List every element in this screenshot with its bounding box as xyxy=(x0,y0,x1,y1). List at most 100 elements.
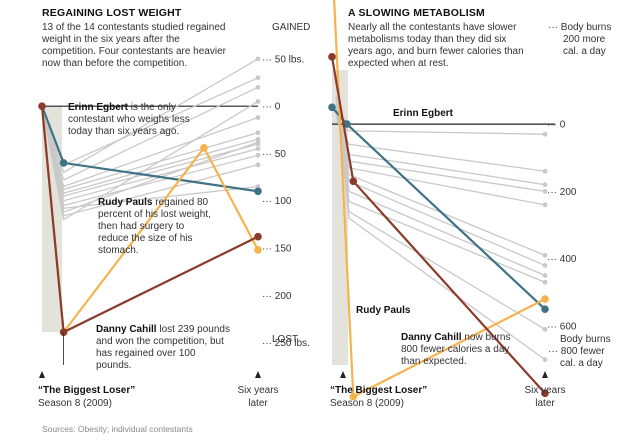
left-annotation-danny-2: has regained over 100 xyxy=(96,348,196,359)
left-grey-line-1 xyxy=(41,58,259,174)
left-x-end-arrow xyxy=(255,371,261,378)
left-x-end-label-1: later xyxy=(248,398,268,409)
right-subtitle-line-2: years ago, and burn fewer calories than xyxy=(348,46,524,57)
right-x-start-sub-label: Season 8 (2009) xyxy=(330,398,404,409)
right-annotation-danny-1: 800 fewer calories a day xyxy=(401,344,509,355)
right-grey-end-point-0 xyxy=(542,131,548,137)
right-y-top-label-1: 200 more xyxy=(563,34,606,45)
right-rudy-point-2 xyxy=(541,295,549,303)
right-grey-end-point-8 xyxy=(542,279,548,285)
left-start-point xyxy=(38,102,46,110)
left-grey-end-point-3 xyxy=(255,115,261,120)
right-annotation-rudy: Rudy Pauls xyxy=(356,305,411,316)
right-grey-end-point-4 xyxy=(542,202,548,208)
left-annotation-rudy-3: reduce the size of his xyxy=(98,233,193,244)
right-y-bottom-label-0: Body burns xyxy=(560,334,611,345)
right-x-end-label-1: later xyxy=(535,398,555,409)
left-grey-end-point-12 xyxy=(255,99,261,104)
left-subtitle-line-2: competition. Four contestants are heavie… xyxy=(42,46,227,57)
right-subtitle-line-3: expected when at rest. xyxy=(348,58,449,69)
left-y-tick-200: ··· 200 xyxy=(262,291,292,302)
left-rudy-point-2 xyxy=(254,246,262,254)
left-grey-end-point-0 xyxy=(255,75,261,81)
left-y-top-label: GAINED xyxy=(272,22,310,33)
left-subtitle-line-3: now than before the competition. xyxy=(42,58,187,69)
left-grey-end-point-11 xyxy=(255,162,261,168)
left-y-tick-250: ··· 250 lbs. xyxy=(262,338,310,349)
left-y-tick--50: ··· 50 lbs. xyxy=(262,54,304,65)
right-danny-point-0 xyxy=(328,53,336,61)
left-grey-line-12 xyxy=(41,100,259,221)
right-y-bottom-label-1: ··· 800 fewer xyxy=(548,346,605,357)
left-erinn-point-1 xyxy=(254,187,262,196)
left-y-tick-150: ··· 150 xyxy=(262,244,292,255)
left-annotation-erinn-1: contestant who weighs less xyxy=(68,114,190,125)
right-annotation-danny-2: than expected. xyxy=(401,356,467,367)
right-grey-line-2 xyxy=(335,114,546,186)
left-annotation-danny-3: pounds. xyxy=(96,360,132,371)
right-x-end-label-0: Six years xyxy=(524,385,565,396)
right-y-tick-0: ··· 0 xyxy=(547,120,566,131)
right-y-top-label-0: ··· Body burns xyxy=(548,22,611,33)
right-danny-point-2 xyxy=(541,389,549,398)
left-grey-end-point-4 xyxy=(255,130,261,136)
left-subtitle-line-1: weight in the six years after the xyxy=(41,34,180,45)
right-grey-end-point-3 xyxy=(542,189,548,194)
left-y-tick-0: ··· 0 xyxy=(262,102,281,113)
right-x-end-arrow xyxy=(542,371,548,378)
right-y-tick-200: ··· 200 xyxy=(547,187,577,198)
right-y-tick-400: ··· 400 xyxy=(547,254,577,265)
right-subtitle-line-0: Nearly all the contestants have slower xyxy=(348,22,517,33)
left-title: REGAINING LOST WEIGHT xyxy=(42,7,182,19)
left-grey-end-point-2 xyxy=(255,84,261,90)
left-subtitle-line-0: 13 of the 14 contestants studied regaine… xyxy=(42,22,225,33)
right-grey-end-point-6 xyxy=(542,263,548,268)
right-y-top-label-2: cal. a day xyxy=(563,46,606,57)
left-y-tick-50: ··· 50 xyxy=(262,149,286,160)
right-grey-end-point-5 xyxy=(542,252,548,258)
right-x-start-arrow xyxy=(340,371,346,378)
left-x-start-label: “The Biggest Loser” xyxy=(38,385,135,396)
source-note: Sources: Obesity; individual contestants xyxy=(42,424,193,434)
right-x-start-label: “The Biggest Loser” xyxy=(330,385,427,396)
left-grey-end-point-7 xyxy=(255,146,261,152)
left-danny-point-1 xyxy=(254,232,262,241)
left-grey-end-point-10 xyxy=(255,139,261,145)
left-annotation-erinn-0: Erinn Egbert is the only xyxy=(68,102,176,113)
left-x-end-label-0: Six years xyxy=(237,385,278,396)
left-annotation-rudy-4: stomach. xyxy=(98,245,139,256)
left-annotation-rudy-0: Rudy Pauls regained 80 xyxy=(98,197,209,208)
right-grey-line-8 xyxy=(335,100,546,283)
left-annotation-danny-0: Danny Cahill lost 239 pounds xyxy=(96,324,230,335)
right-grey-end-point-9 xyxy=(542,326,548,332)
left-grey-end-point-1 xyxy=(255,56,261,62)
left-annotation-rudy-2: then had surgery to xyxy=(98,221,185,232)
left-x-start-arrow xyxy=(39,371,45,378)
left-rudy-point-1 xyxy=(200,143,208,152)
left-y-bottom-label: LOST xyxy=(272,334,298,345)
right-erinn-point-0 xyxy=(328,103,336,112)
left-x-start-sub-label: Season 8 (2009) xyxy=(38,398,112,409)
right-grey-end-point-2 xyxy=(542,182,548,188)
right-annotation-erinn: Erinn Egbert xyxy=(393,108,454,119)
right-grey-line-4 xyxy=(335,110,546,206)
right-erinn-point-1 xyxy=(343,120,351,128)
right-danny-point-1 xyxy=(349,177,358,186)
left-y-tick-100: ··· 100 xyxy=(262,196,292,207)
right-y-bottom-label-2: cal. a day xyxy=(560,358,603,369)
right-grey-end-point-10 xyxy=(542,357,548,363)
right-grey-line-10 xyxy=(335,95,546,361)
left-grey-end-point-8 xyxy=(255,152,261,158)
left-erinn-point-0 xyxy=(59,159,68,167)
right-erinn-point-2 xyxy=(541,305,549,313)
left-annotation-rudy-1: percent of his lost weight, xyxy=(98,209,211,220)
right-y-tick-600: ··· 600 xyxy=(547,321,577,332)
right-title: A SLOWING METABOLISM xyxy=(348,7,485,19)
right-subtitle-line-1: metabolisms today than they did six xyxy=(348,34,506,45)
right-annotation-danny-0: Danny Cahill now burns xyxy=(401,332,511,343)
right-grey-end-point-1 xyxy=(542,168,548,174)
right-rudy-point-1 xyxy=(349,392,358,401)
right-grey-end-point-7 xyxy=(542,273,548,278)
